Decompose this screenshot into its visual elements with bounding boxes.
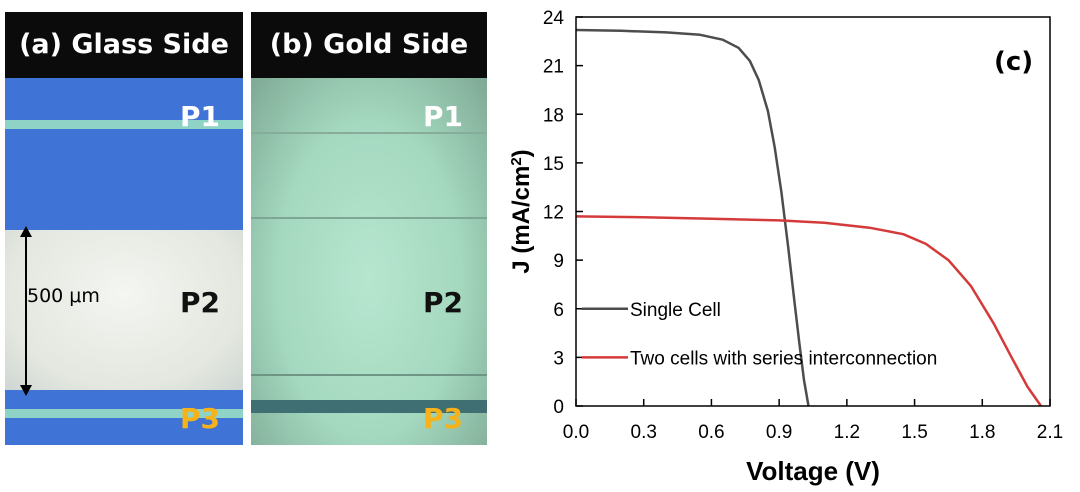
- x-tick-label: 1.2: [834, 422, 860, 443]
- y-axis-label: J (mA/cm2): [508, 149, 536, 273]
- y-tick-label: 18: [543, 105, 564, 126]
- legend-label: Single Cell: [630, 300, 721, 321]
- series-two-cells-line: [575, 215, 1043, 407]
- legend-label: Two cells with series interconnection: [630, 348, 937, 369]
- glass-p3-label: P3: [180, 402, 221, 435]
- gold-p3-label: P3: [423, 402, 464, 435]
- scale-bar-label: 500 μm: [27, 285, 100, 307]
- y-tick-label: 15: [543, 154, 564, 175]
- p2-scribe-region: [5, 230, 243, 390]
- x-tick-label: 0.0: [563, 422, 589, 443]
- p1-line-gold: [251, 132, 487, 134]
- y-tick-label: 21: [543, 57, 564, 78]
- gold-p1-label: P1: [423, 100, 464, 133]
- x-tick-label: 1.5: [901, 422, 927, 443]
- glass-blue-region-top: [5, 78, 243, 230]
- gold-side-image: (b) Gold Side P1 P2 P3: [251, 12, 487, 445]
- scale-bar-arrow: [20, 226, 32, 396]
- gold-p2-label: P2: [423, 286, 464, 319]
- x-tick-label: 2.1: [1037, 422, 1063, 443]
- y-tick-label: 12: [543, 203, 564, 224]
- y-axis-label-end: ): [508, 149, 535, 157]
- gold-surface: [251, 78, 487, 445]
- panel-a-title: (a) Glass Side: [5, 12, 243, 78]
- y-axis-label-sup: 2: [508, 157, 525, 165]
- jv-chart-svg: 0.0 0.3 0.6 0.9 1.2 1.5 1.8 2.1 0 3 6 9 12 15 18 21 24 (…: [508, 8, 1064, 486]
- x-tick-label: 0.6: [698, 422, 724, 443]
- p2-line-gold-bottom: [251, 374, 487, 376]
- x-tick-label: 0.9: [766, 422, 792, 443]
- x-tick-label: 0.3: [631, 422, 657, 443]
- y-tick-label: 9: [553, 251, 564, 272]
- y-tick-label: 0: [553, 397, 564, 418]
- panel-c-label: (c): [994, 47, 1033, 77]
- x-axis-label: Voltage (V): [746, 456, 880, 486]
- glass-side-image: (a) Glass Side P1 P2 P3 500 μm: [5, 12, 243, 445]
- glass-p2-label: P2: [180, 286, 221, 319]
- panel-b-title: (b) Gold Side: [251, 12, 487, 78]
- y-tick-label: 6: [553, 300, 564, 321]
- y-tick-label: 3: [553, 348, 564, 369]
- y-axis-label-main: J (mA/cm: [508, 166, 535, 274]
- p3-trench-gold: [251, 400, 487, 413]
- series-single-cell-line: [575, 28, 810, 407]
- y-tick-label: 24: [543, 8, 565, 29]
- legend: Single Cell Two cells with series interco…: [582, 300, 937, 369]
- p3-scribe-line: [5, 409, 243, 418]
- p2-line-gold-top: [251, 217, 487, 219]
- p1-scribe-line: [5, 120, 243, 129]
- glass-p1-label: P1: [180, 100, 221, 133]
- jv-chart: 0.0 0.3 0.6 0.9 1.2 1.5 1.8 2.1 0 3 6 9 12 15 18 21 24 (…: [496, 0, 1080, 492]
- x-tick-label: 1.8: [969, 422, 995, 443]
